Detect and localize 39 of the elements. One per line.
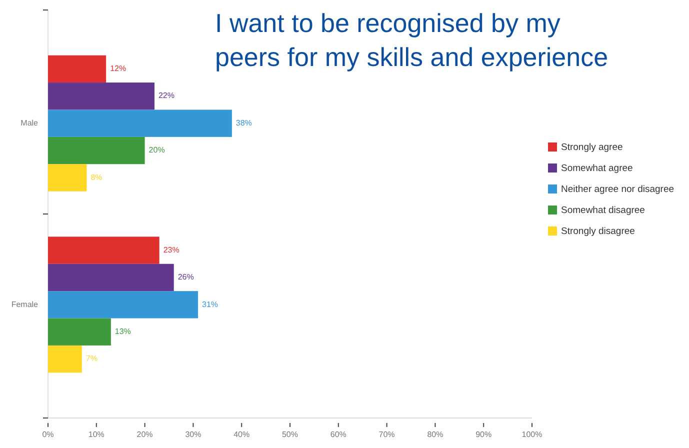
bar <box>48 82 154 110</box>
data-label: 20% <box>148 146 165 155</box>
bar <box>48 318 111 346</box>
x-tick-label: 100% <box>522 430 542 439</box>
x-tick-label: 80% <box>427 430 444 439</box>
data-label: 23% <box>163 245 180 254</box>
bar <box>48 110 232 137</box>
x-tick-label: 50% <box>282 430 298 439</box>
x-tick-label: 10% <box>88 430 104 439</box>
data-label: 13% <box>114 326 131 336</box>
bar <box>48 291 198 318</box>
legend-label: Somewhat agree <box>561 163 633 174</box>
data-label: 8% <box>90 172 102 182</box>
bar <box>48 136 145 164</box>
x-tick-label: 40% <box>234 430 250 439</box>
legend-label: Somewhat disagree <box>561 205 645 216</box>
x-tick-label: 60% <box>330 430 346 439</box>
data-label: 12% <box>110 64 126 74</box>
y-tick-label: Female <box>11 300 39 309</box>
bar <box>48 164 87 192</box>
data-label: 38% <box>236 118 252 128</box>
data-label: 31% <box>202 300 218 309</box>
data-label: 22% <box>158 91 174 100</box>
x-tick-label: 70% <box>378 430 395 439</box>
text: I want to be recognised by my peers for my skills and experience <box>215 8 608 72</box>
x-tick-label: 90% <box>476 430 492 439</box>
bar <box>48 264 174 292</box>
data-label: 7% <box>86 354 98 364</box>
bar <box>48 345 82 373</box>
bar <box>48 55 106 83</box>
x-tick-label: 20% <box>136 430 153 439</box>
bar <box>48 236 160 264</box>
data-label: 26% <box>178 272 194 282</box>
legend-label: Strongly disagree <box>561 226 635 238</box>
legend-label: Neither agree nor disagree <box>561 184 674 196</box>
x-tick-label: 30% <box>185 430 202 439</box>
x-tick-label: 0% <box>42 430 54 439</box>
legend-label: Strongly agree <box>561 142 623 154</box>
y-tick-label: Male <box>20 118 39 128</box>
